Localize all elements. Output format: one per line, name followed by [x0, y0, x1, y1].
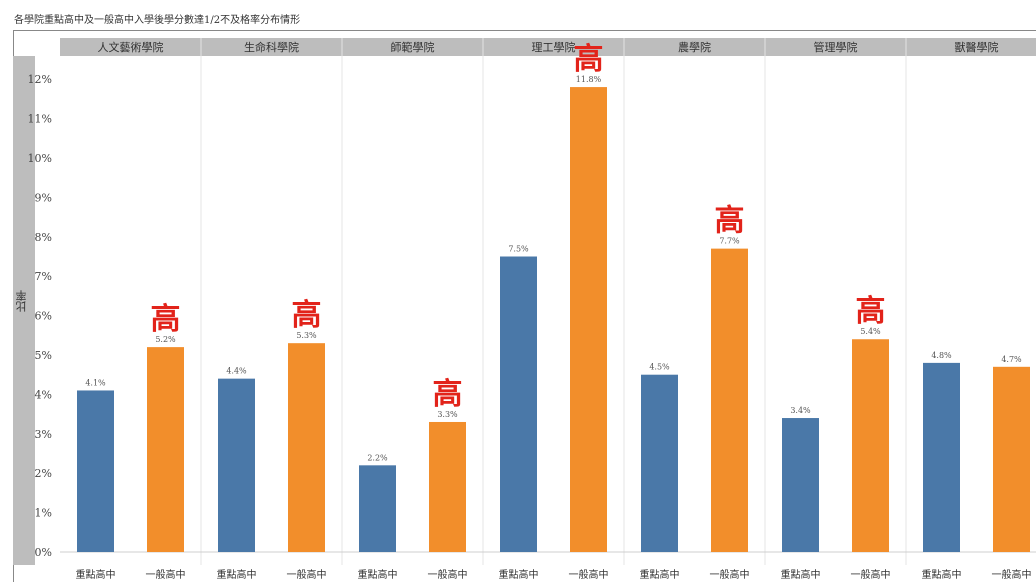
y-tick-label: 8% — [35, 231, 52, 244]
group-header-label: 人文藝術學院 — [98, 40, 164, 54]
data-label: 3.3% — [437, 410, 458, 419]
y-axis-band — [13, 56, 35, 565]
annotation-high-mark: 高 — [574, 42, 604, 77]
annotation-high-mark: 高 — [433, 377, 463, 412]
x-category-label: 一般高中 — [287, 568, 327, 581]
y-tick-label: 7% — [35, 270, 52, 283]
bar-key-school — [923, 362, 960, 552]
x-category-label: 重點高中 — [76, 568, 116, 581]
bar-general-school — [570, 87, 607, 552]
y-tick-label: 5% — [35, 349, 52, 362]
group-header-label: 生命科學院 — [244, 40, 299, 54]
data-label: 4.1% — [85, 378, 106, 387]
data-label: 4.8% — [931, 351, 952, 360]
x-category-label: 一般高中 — [851, 568, 891, 581]
data-label: 2.2% — [367, 453, 388, 462]
bar-key-school — [77, 390, 114, 552]
x-category-label: 一般高中 — [428, 568, 468, 581]
y-tick-label: 9% — [35, 191, 52, 204]
y-tick-label: 12% — [28, 73, 52, 86]
x-category-label: 重點高中 — [781, 568, 821, 581]
x-category-label: 一般高中 — [146, 568, 186, 581]
y-tick-label: 3% — [35, 428, 52, 441]
y-tick-label: 2% — [35, 467, 52, 480]
data-label: 5.2% — [155, 335, 176, 344]
y-tick-label: 4% — [35, 388, 52, 401]
data-label: 5.3% — [296, 331, 317, 340]
x-category-label: 一般高中 — [992, 568, 1032, 581]
annotation-high-mark: 高 — [715, 204, 745, 239]
data-label: 7.5% — [508, 245, 529, 254]
bar-key-school — [359, 465, 396, 552]
x-category-label: 重點高中 — [922, 568, 962, 581]
bar-key-school — [782, 418, 819, 552]
bar-key-school — [500, 256, 537, 552]
bar-general-school — [147, 347, 184, 552]
data-label: 3.4% — [790, 406, 811, 415]
group-header-label: 農學院 — [678, 40, 711, 54]
bar-general-school — [288, 343, 325, 552]
x-category-label: 一般高中 — [569, 568, 609, 581]
annotation-high-mark: 高 — [292, 298, 322, 333]
bar-key-school — [218, 378, 255, 552]
group-header-label: 獸醫學院 — [955, 40, 999, 54]
y-tick-label: 10% — [28, 152, 52, 165]
frame-border-top — [13, 30, 1036, 31]
x-category-label: 重點高中 — [640, 568, 680, 581]
data-label: 4.4% — [226, 367, 247, 376]
bar-general-school — [852, 339, 889, 552]
annotation-high-mark: 高 — [151, 302, 181, 337]
bar-general-school — [429, 421, 466, 552]
data-label: 4.5% — [649, 363, 670, 372]
y-tick-label: 0% — [35, 546, 52, 559]
y-tick-label: 6% — [35, 310, 52, 323]
data-label: 11.8% — [576, 75, 602, 84]
y-tick-label: 1% — [35, 507, 52, 520]
annotation-high-mark: 高 — [856, 294, 886, 329]
x-category-label: 一般高中 — [710, 568, 750, 581]
x-category-label: 重點高中 — [217, 568, 257, 581]
chart-title: 各學院重點高中及一般高中入學後學分數達1/2不及格率分布情形 — [14, 15, 301, 26]
x-category-label: 重點高中 — [358, 568, 398, 581]
group-header-label: 師範學院 — [391, 40, 435, 54]
bar-general-school — [993, 366, 1030, 552]
data-label: 4.7% — [1001, 355, 1022, 364]
group-header-band — [60, 38, 1036, 56]
group-header-label: 管理學院 — [814, 40, 858, 54]
bar-key-school — [641, 374, 678, 552]
data-label: 5.4% — [860, 327, 881, 336]
x-category-label: 重點高中 — [499, 568, 539, 581]
data-label: 7.7% — [719, 237, 740, 246]
bar-general-school — [711, 248, 748, 552]
y-tick-label: 11% — [28, 113, 52, 126]
group-header-label: 理工學院 — [532, 40, 576, 54]
